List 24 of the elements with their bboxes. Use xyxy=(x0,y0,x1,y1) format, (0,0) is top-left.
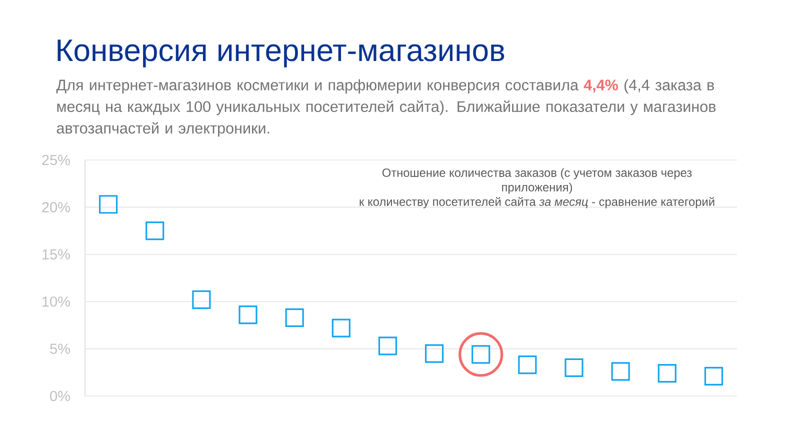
chart-subtitle: Для интернет-магазинов косметики и парфюмерии конверсия составила 4,4% (4,4 заказа в месяц на каждых 100 уникальных посетителей сайта). Ближайшие показатели у магазинов автозапчастей и электроники. xyxy=(56,79,716,137)
annotation: к количеству посетителей сайта за месяц - сравнение категорий xyxy=(360,196,714,208)
y-tick-label: 20% xyxy=(42,202,70,212)
y-tick-label: 5% xyxy=(50,344,70,354)
point xyxy=(192,290,211,310)
point xyxy=(285,308,304,327)
point xyxy=(458,332,504,377)
point xyxy=(424,344,444,363)
point xyxy=(658,364,676,383)
chart-title: Конверсия интернет-магазинов xyxy=(58,40,504,68)
annotation: Отношение количества заказов (с учетом заказов через приложения) xyxy=(382,168,692,194)
point xyxy=(146,222,164,240)
point xyxy=(238,306,258,324)
y-tick-label: 0% xyxy=(50,390,70,402)
point xyxy=(611,362,630,381)
point xyxy=(378,336,398,356)
y-tick-label: 15% xyxy=(42,249,70,260)
point xyxy=(704,366,724,386)
point xyxy=(98,195,118,214)
y-tick-label: 10% xyxy=(42,296,70,307)
point xyxy=(564,358,584,377)
point xyxy=(332,318,350,338)
y-tick-label: 25% xyxy=(42,154,70,166)
point xyxy=(518,356,537,374)
